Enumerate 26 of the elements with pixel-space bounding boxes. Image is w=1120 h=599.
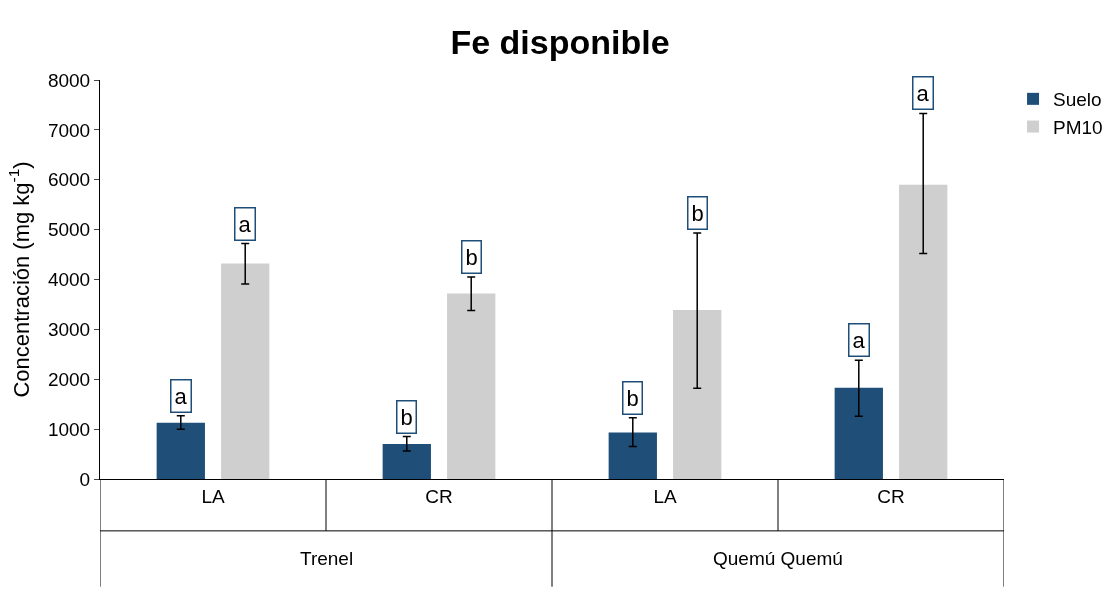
y-tick-label: 8000 [47,69,91,91]
y-tick-label: 6000 [47,169,91,191]
chart-title: Fe disponible [450,22,670,61]
annotation: b [691,200,704,226]
legend-label: Suelo [1053,89,1102,111]
x-tick-label: LA [653,485,677,507]
annotation: a [916,80,930,106]
text: Quemú Quemú [713,548,843,569]
x-tick-label: LA [201,485,225,507]
text: Trenel [300,548,354,569]
annotation: b [400,404,413,430]
y-tick-label: 3000 [47,319,91,341]
legend-label: PM10 [1053,116,1103,138]
annotation: a [238,211,252,237]
x-tick-label: CR [877,485,905,507]
y-tick-label: 7000 [47,119,91,141]
annotation: a [174,383,188,409]
y-tick-label: 4000 [47,269,91,291]
annotation: b [626,385,639,411]
y-tick-label: 0 [79,468,91,490]
annotation: a [852,327,866,353]
y-tick-label: 5000 [47,219,91,241]
x-tick-label: CR [425,485,453,507]
annotation: b [465,244,478,270]
y-tick-label: 1000 [47,418,91,440]
y-tick-label: 2000 [47,368,91,390]
